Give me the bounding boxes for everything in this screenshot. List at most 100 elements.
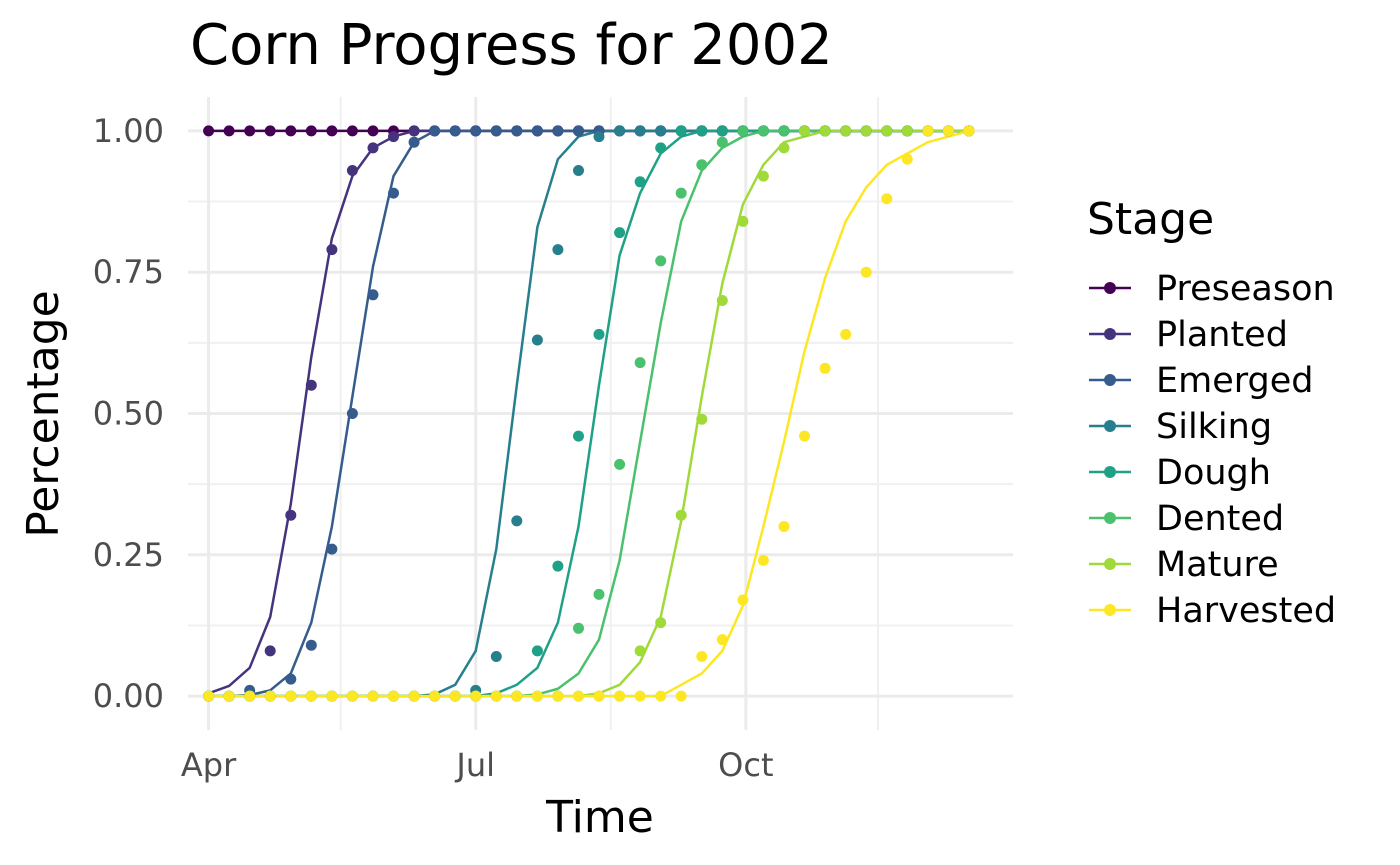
x-axis-ticks: Apr Jul Oct [181,746,774,784]
data-point-harvested [552,690,564,702]
legend-item-mature: Mature [1089,545,1279,585]
x-axis-title: Time [545,792,654,843]
legend-label: Emerged [1156,361,1313,401]
y-tick-label: 0.00 [93,677,164,715]
data-point-harvested [531,690,543,702]
data-point-dented [614,458,626,470]
data-point-mature [757,170,769,182]
legend-key-point [1104,420,1116,432]
legend-label: Planted [1156,315,1288,355]
data-point-harvested [922,125,934,137]
legend-key-point [1104,374,1116,386]
data-point-mature [819,125,831,137]
data-point-harvested [757,554,769,566]
legend-label: Mature [1156,545,1279,585]
legend-label: Silking [1156,407,1272,447]
data-point-harvested [203,690,215,702]
data-point-dented [675,187,687,199]
data-point-harvested [511,690,523,702]
data-point-harvested [901,153,913,165]
data-point-emerged [531,125,543,137]
data-point-harvested [490,690,502,702]
data-point-emerged [573,125,584,137]
data-point-silking [490,651,502,662]
data-point-dough [696,125,708,137]
legend-key-point [1104,328,1116,340]
data-point-harvested [367,690,379,702]
data-point-dented [696,159,708,171]
data-point-harvested [285,690,297,702]
data-point-dented [757,125,769,137]
data-point-emerged [285,673,297,685]
data-point-emerged [408,136,420,148]
data-point-harvested [942,125,954,137]
data-point-emerged [511,125,523,137]
data-point-preseason [203,125,215,137]
data-point-mature [737,215,749,227]
data-point-dented [573,622,584,634]
data-point-harvested [696,651,708,662]
legend: Stage Preseason Planted Emerged Silking Doug… [1087,194,1336,631]
legend-item-silking: Silking [1089,407,1272,447]
data-point-preseason [326,125,338,137]
data-point-emerged [490,125,502,137]
data-point-harvested [470,690,482,702]
data-point-harvested [881,193,893,205]
data-point-emerged [367,289,379,301]
data-point-emerged [429,125,441,137]
x-tick-label: Oct [718,746,773,784]
data-point-silking [573,165,584,176]
y-tick-label: 1.00 [93,112,164,150]
data-point-mature [840,125,852,137]
data-point-harvested [326,690,338,702]
data-point-mature [881,125,893,137]
legend-label: Dented [1156,499,1284,539]
data-point-harvested [860,266,872,278]
data-point-mature [655,617,667,629]
data-point-mature [860,125,872,137]
data-point-silking [634,125,646,137]
data-point-harvested [346,690,358,702]
y-tick-label: 0.25 [93,536,164,574]
data-point-harvested [305,690,317,702]
data-point-dough [675,125,687,137]
data-point-silking [511,515,523,527]
data-point-planted [326,244,338,256]
y-axis-title: Percentage [18,290,69,538]
data-point-harvested [449,690,461,702]
legend-key-point [1104,282,1116,294]
legend-item-dough: Dough [1089,453,1271,493]
data-point-mature [634,645,646,657]
data-point-silking [552,244,564,256]
data-point-mature [778,142,790,154]
data-point-harvested [963,125,975,137]
data-point-silking [531,334,543,346]
data-point-mature [716,295,728,306]
data-point-planted [367,142,379,154]
data-point-mature [675,509,687,521]
data-point-harvested [716,634,728,646]
legend-item-planted: Planted [1089,315,1288,355]
data-point-dough [614,227,626,239]
data-point-dough [655,142,667,154]
legend-item-preseason: Preseason [1089,269,1335,309]
data-point-dented [716,136,728,148]
x-tick-label: Apr [181,746,237,784]
data-point-dough [573,430,584,442]
legend-item-harvested: Harvested [1089,591,1336,631]
data-point-preseason [223,125,235,137]
data-point-dough [593,328,605,340]
data-point-harvested [675,690,687,702]
data-point-mature [901,125,913,137]
legend-label: Dough [1156,453,1271,493]
data-point-harvested [634,690,646,702]
data-point-harvested [778,521,790,532]
data-point-harvested [223,690,235,702]
data-point-dough [716,125,728,137]
data-point-preseason [346,125,358,137]
data-point-dough [552,560,564,572]
data-point-silking [655,125,667,137]
data-point-emerged [346,408,358,419]
data-point-harvested [573,690,584,702]
